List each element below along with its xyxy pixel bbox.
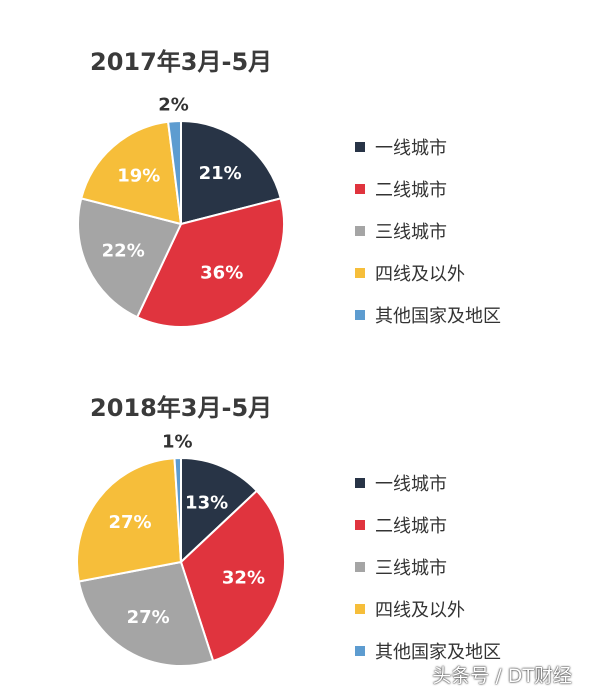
data-label: 22% — [102, 241, 145, 262]
data-label: 2% — [158, 95, 189, 116]
data-label: 36% — [200, 263, 243, 284]
legend-label: 二线城市 — [375, 516, 447, 537]
data-label: 32% — [222, 568, 265, 589]
pie-chart-2017: 2017年3月-5月 21% 36% 22% 19% 2% 一线城市 二线城市 三线城市… — [77, 48, 501, 336]
legend: 一线城市 二线城市 三线城市 四线及以外 其他国家及地区 — [355, 126, 501, 336]
legend-swatch — [355, 142, 365, 152]
data-label: 27% — [109, 512, 152, 533]
legend-label: 一线城市 — [375, 474, 447, 495]
chart-title: 2017年3月-5月 — [90, 48, 273, 76]
slice-tier3 — [77, 561, 215, 667]
legend-swatch — [355, 520, 365, 530]
legend-item-tier1: 一线城市 — [355, 126, 501, 168]
legend-swatch — [355, 478, 365, 488]
pie-svg: 21% 36% 22% 19% 2% — [77, 95, 285, 328]
legend-item-tier3: 三线城市 — [355, 546, 501, 588]
legend-label: 二线城市 — [375, 180, 447, 201]
legend-label: 其他国家及地区 — [375, 306, 501, 327]
legend-label: 三线城市 — [375, 222, 447, 243]
pie-chart-2018: 2018年3月-5月 13% 32% 27% 27% 1% 一线城市 二线城市 三线城市… — [0, 350, 590, 694]
legend-item-other: 其他国家及地区 — [355, 294, 501, 336]
legend-item-other: 其他国家及地区 — [355, 630, 501, 672]
legend-swatch — [355, 646, 365, 656]
pie-svg: 13% 32% 27% 27% 1% — [76, 432, 286, 667]
data-label: 13% — [185, 492, 228, 513]
slice-tier3 — [77, 197, 182, 319]
legend-swatch — [355, 184, 365, 194]
slice-other — [173, 456, 182, 563]
slice-tier2 — [180, 489, 286, 662]
legend-label: 四线及以外 — [375, 264, 465, 285]
legend-item-tier2: 二线城市 — [355, 168, 501, 210]
chart-title: 2018年3月-5月 — [90, 394, 273, 422]
legend-swatch — [355, 562, 365, 572]
data-label: 19% — [117, 166, 160, 187]
slice-tier1 — [180, 457, 258, 563]
slice-other — [167, 120, 182, 225]
legend-item-tier3: 三线城市 — [355, 210, 501, 252]
legend-label: 三线城市 — [375, 558, 447, 579]
legend-label: 其他国家及地区 — [375, 642, 501, 663]
watermark: 头条号 / DT财经 — [432, 665, 572, 687]
legend-swatch — [355, 226, 365, 236]
legend-item-tier1: 一线城市 — [355, 462, 501, 504]
data-label: 21% — [199, 163, 242, 184]
data-label: 1% — [162, 432, 193, 453]
legend-label: 四线及以外 — [375, 600, 465, 621]
slice-tier4 — [76, 457, 182, 583]
legend-swatch — [355, 604, 365, 614]
legend-item-tier2: 二线城市 — [355, 504, 501, 546]
legend-item-tier4: 四线及以外 — [355, 588, 501, 630]
legend-swatch — [355, 310, 365, 320]
slice-tier4 — [80, 120, 182, 225]
slice-tier2 — [136, 197, 285, 328]
data-label: 27% — [127, 607, 170, 628]
slice-tier1 — [180, 120, 282, 225]
legend-swatch — [355, 268, 365, 278]
legend-item-tier4: 四线及以外 — [355, 252, 501, 294]
legend-label: 一线城市 — [375, 138, 447, 159]
legend: 一线城市 二线城市 三线城市 四线及以外 其他国家及地区 — [355, 462, 501, 672]
